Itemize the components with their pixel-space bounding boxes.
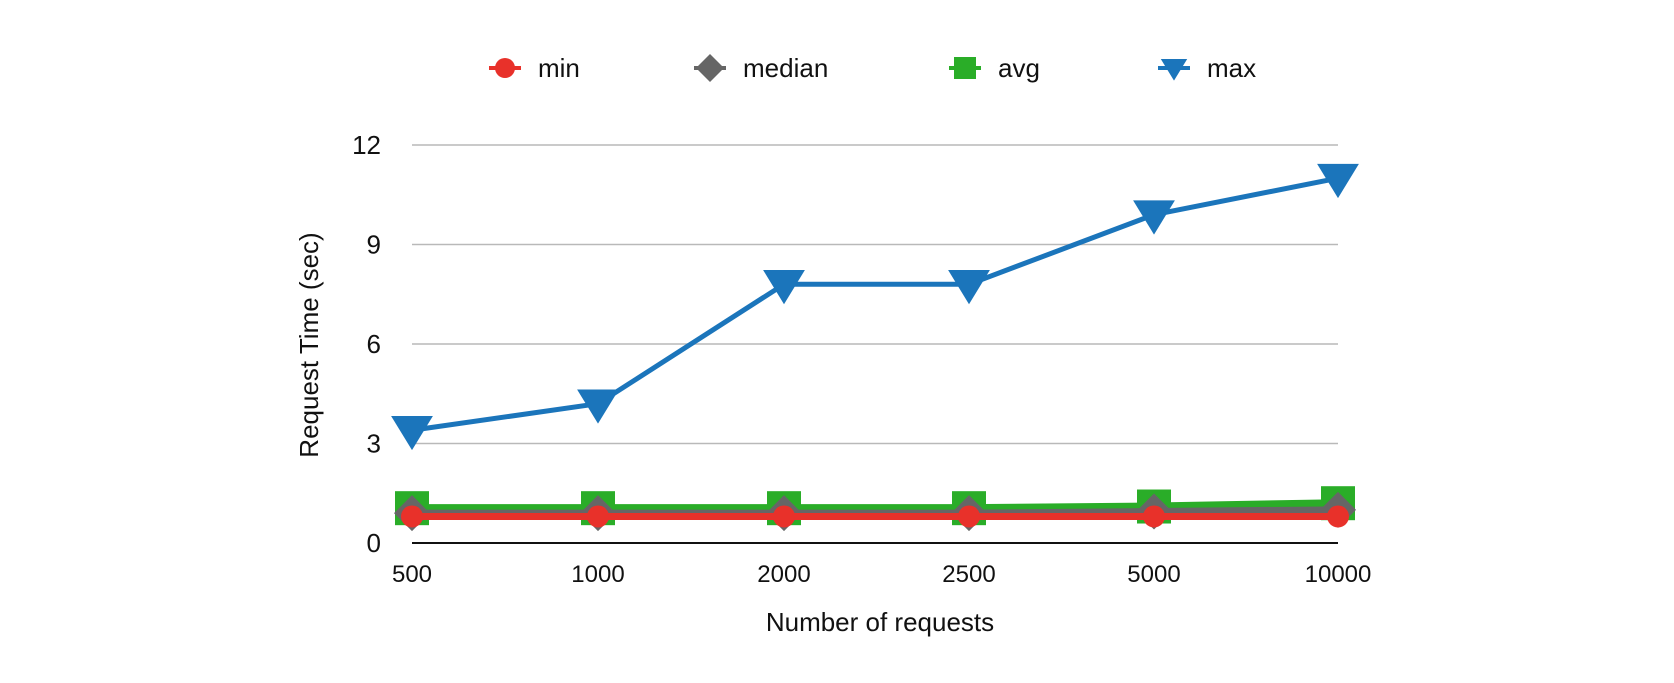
- y-tick-label: 0: [367, 528, 381, 558]
- legend-swatch-marker: [1160, 59, 1188, 81]
- legend: min median avg max: [489, 53, 1256, 83]
- series-layer: [391, 163, 1359, 532]
- data-point-min: [587, 505, 609, 528]
- y-tick-label: 3: [367, 429, 381, 459]
- data-point-min: [958, 505, 980, 528]
- data-point-min: [401, 505, 423, 528]
- legend-item-avg: avg: [949, 53, 1040, 83]
- legend-label: median: [743, 53, 828, 83]
- axis-layer: 0 3 6 9 12 500 1000 2000 2500 5000 10000: [352, 130, 1371, 588]
- series-median: [394, 491, 1356, 532]
- data-point-max: [1133, 200, 1175, 235]
- series-line-median: [412, 506, 1339, 517]
- y-tick-label: 9: [367, 230, 381, 260]
- legend-label: min: [538, 53, 580, 83]
- grid-layer: [412, 144, 1338, 445]
- data-point-min: [1327, 505, 1349, 528]
- x-axis-title: Number of requests: [766, 607, 994, 637]
- y-tick-label: 12: [352, 130, 381, 160]
- legend-swatch-marker: [696, 54, 724, 82]
- data-point-min: [1143, 505, 1165, 528]
- y-axis-title: Request Time (sec): [294, 232, 324, 457]
- x-tick-label: 2500: [942, 561, 995, 588]
- legend-item-min: min: [489, 53, 580, 83]
- series-line-max: [411, 175, 1339, 433]
- data-point-max: [391, 415, 433, 451]
- legend-item-median: median: [694, 53, 828, 83]
- legend-item-max: max: [1158, 53, 1256, 83]
- x-tick-label: 500: [392, 561, 432, 588]
- series-line-avg: [412, 499, 1339, 513]
- x-tick-label: 2000: [757, 561, 810, 588]
- x-tick-label: 5000: [1127, 561, 1180, 588]
- x-tick-label: 1000: [571, 561, 624, 588]
- legend-swatch-marker: [495, 58, 515, 78]
- data-point-max: [763, 270, 805, 305]
- legend-label: max: [1207, 53, 1256, 83]
- data-point-max: [577, 389, 619, 424]
- series-min: [401, 505, 1349, 528]
- series-max: [391, 163, 1359, 451]
- x-tick-label: 10000: [1305, 561, 1372, 588]
- data-point-min: [773, 505, 795, 528]
- data-point-max: [948, 270, 990, 305]
- legend-label: avg: [998, 53, 1040, 83]
- data-point-max: [1317, 163, 1359, 199]
- legend-swatch-marker: [954, 57, 976, 79]
- y-tick-label: 6: [367, 329, 381, 359]
